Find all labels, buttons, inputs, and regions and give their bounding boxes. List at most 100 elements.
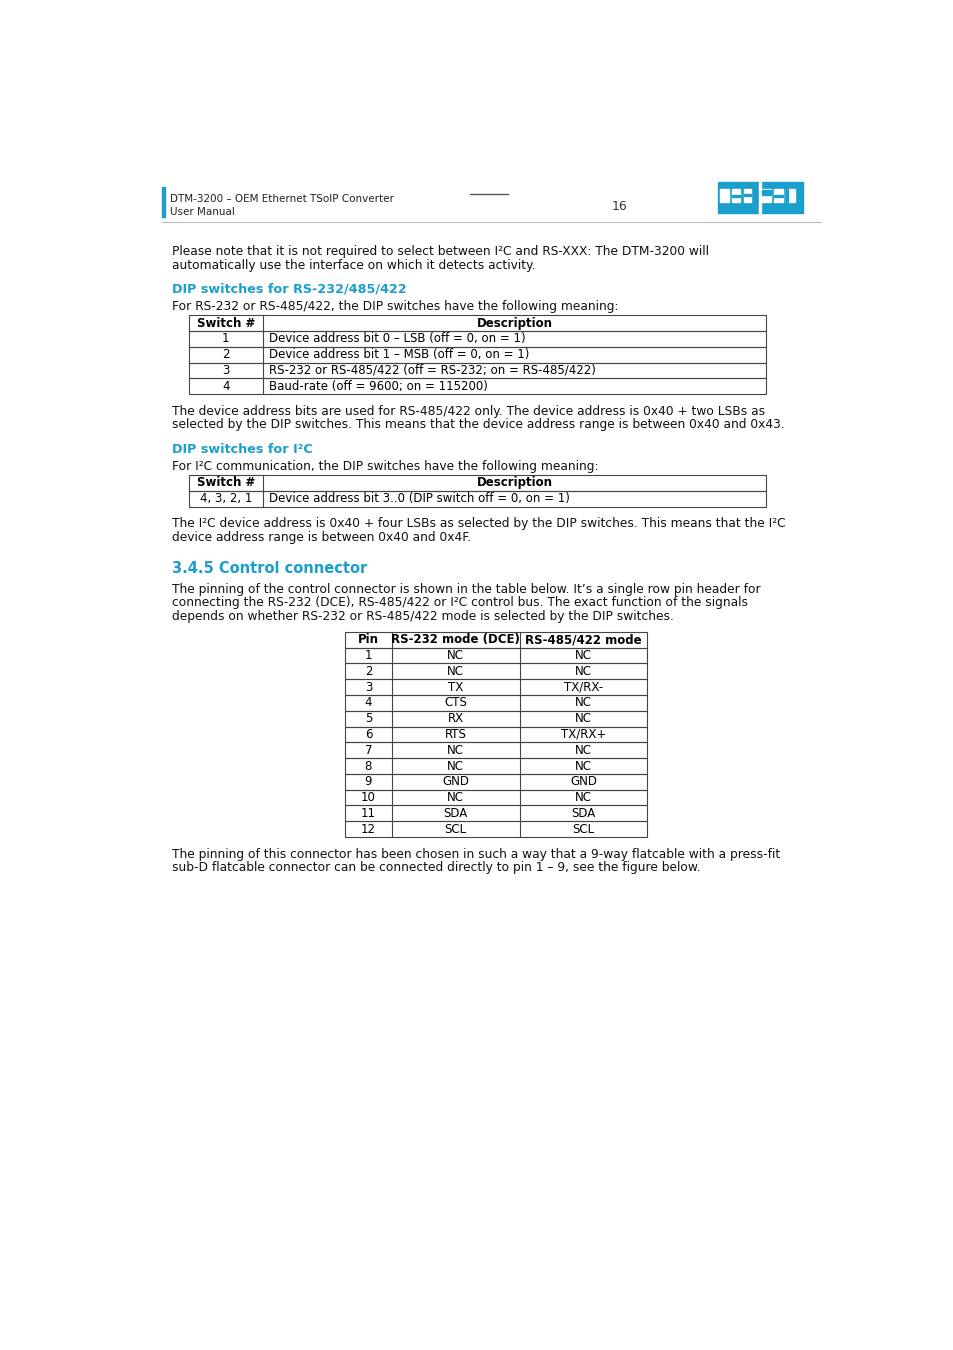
Bar (189, 475, 765, 491)
Text: sub-D flatcable connector can be connected directly to pin 1 – 9, see the figure: sub-D flatcable connector can be connect… (172, 861, 700, 875)
Text: User Manual: User Manual (170, 207, 234, 216)
Text: Switch #: Switch # (196, 477, 254, 490)
Bar (345, 695, 647, 711)
Text: 9: 9 (364, 775, 372, 788)
Bar (189, 316, 765, 331)
Text: NC: NC (575, 697, 592, 709)
Text: NC: NC (575, 791, 592, 805)
Text: Baud-rate (off = 9600; on = 115200): Baud-rate (off = 9600; on = 115200) (269, 379, 487, 393)
Text: NC: NC (575, 649, 592, 662)
Text: DIP switches for RS-232/485/422: DIP switches for RS-232/485/422 (172, 284, 406, 296)
Bar (731, 189, 740, 202)
Text: 7: 7 (364, 744, 372, 757)
Text: Device address bit 3..0 (DIP switch off = 0, on = 1): Device address bit 3..0 (DIP switch off … (269, 493, 569, 505)
Text: 3: 3 (364, 680, 372, 694)
Text: Please note that it is not required to select between I²C and RS-XXX: The DTM-32: Please note that it is not required to s… (172, 246, 708, 258)
Text: 6: 6 (364, 728, 372, 741)
Text: Switch #: Switch # (196, 317, 254, 329)
Text: For I²C communication, the DIP switches have the following meaning:: For I²C communication, the DIP switches … (172, 460, 598, 474)
Bar (785, 189, 794, 202)
Text: TX: TX (448, 680, 463, 694)
Text: Device address bit 1 – MSB (off = 0, on = 1): Device address bit 1 – MSB (off = 0, on … (269, 348, 529, 362)
Text: device address range is between 0x40 and 0x4F.: device address range is between 0x40 and… (172, 531, 471, 544)
Text: NC: NC (447, 760, 463, 772)
Text: 16: 16 (611, 201, 626, 213)
Bar (759, 182, 760, 213)
Text: CTS: CTS (444, 697, 467, 709)
Bar (345, 790, 647, 806)
Bar (761, 189, 770, 202)
Text: DIP switches for I²C: DIP switches for I²C (172, 443, 313, 456)
Text: 5: 5 (364, 713, 372, 725)
Bar (162, 186, 165, 217)
Text: The I²C device address is 0x40 + four LSBs as selected by the DIP switches. This: The I²C device address is 0x40 + four LS… (172, 517, 784, 531)
Text: automatically use the interface on which it detects activity.: automatically use the interface on which… (172, 259, 535, 271)
Text: NC: NC (447, 744, 463, 757)
Bar (742, 194, 750, 197)
Text: 3.4.5 Control connector: 3.4.5 Control connector (172, 562, 367, 576)
Text: The device address bits are used for RS-485/422 only. The device address is 0x40: The device address bits are used for RS-… (172, 405, 764, 418)
Text: Description: Description (476, 477, 552, 490)
Text: 3: 3 (222, 364, 230, 377)
Text: RS-232 or RS-485/422 (off = RS-232; on = RS-485/422): RS-232 or RS-485/422 (off = RS-232; on =… (269, 364, 595, 377)
Bar (345, 632, 647, 648)
Bar (189, 491, 765, 506)
Text: The pinning of this connector has been chosen in such a way that a 9-way flatcab: The pinning of this connector has been c… (172, 848, 780, 861)
Bar (345, 774, 647, 790)
Text: NC: NC (447, 791, 463, 805)
Text: RX: RX (447, 713, 463, 725)
Text: SDA: SDA (571, 807, 595, 819)
Text: 2: 2 (364, 664, 372, 678)
Text: 1: 1 (222, 332, 230, 346)
Text: The pinning of the control connector is shown in the table below. It’s a single : The pinning of the control connector is … (172, 583, 760, 595)
Text: 12: 12 (360, 822, 375, 836)
Bar (761, 190, 770, 194)
Text: GND: GND (569, 775, 597, 788)
Text: RS-232 mode (DCE): RS-232 mode (DCE) (391, 633, 519, 647)
Bar (345, 648, 647, 663)
Text: depends on whether RS-232 or RS-485/422 mode is selected by the DIP switches.: depends on whether RS-232 or RS-485/422 … (172, 610, 673, 622)
Bar (345, 759, 647, 774)
Text: For RS-232 or RS-485/422, the DIP switches have the following meaning:: For RS-232 or RS-485/422, the DIP switch… (172, 301, 618, 313)
Text: 8: 8 (364, 760, 372, 772)
Text: NC: NC (575, 713, 592, 725)
Text: NC: NC (447, 664, 463, 678)
Text: SCL: SCL (444, 822, 466, 836)
Text: SCL: SCL (572, 822, 594, 836)
Bar (719, 189, 728, 202)
Text: NC: NC (447, 649, 463, 662)
Bar (189, 347, 765, 363)
Text: selected by the DIP switches. This means that the device address range is betwee: selected by the DIP switches. This means… (172, 418, 784, 432)
Text: TX/RX-: TX/RX- (563, 680, 602, 694)
Text: RS-485/422 mode: RS-485/422 mode (524, 633, 641, 647)
Bar (189, 378, 765, 394)
Text: 4: 4 (222, 379, 230, 393)
Text: RTS: RTS (444, 728, 466, 741)
Bar (774, 194, 782, 197)
Bar (785, 189, 787, 202)
Text: 10: 10 (360, 791, 375, 805)
Text: Pin: Pin (357, 633, 378, 647)
Bar (189, 363, 765, 378)
Text: 4, 3, 2, 1: 4, 3, 2, 1 (199, 493, 252, 505)
Text: Device address bit 0 – LSB (off = 0, on = 1): Device address bit 0 – LSB (off = 0, on … (269, 332, 525, 346)
Bar (345, 711, 647, 726)
Text: NC: NC (575, 664, 592, 678)
Text: connecting the RS-232 (DCE), RS-485/422 or I²C control bus. The exact function o: connecting the RS-232 (DCE), RS-485/422 … (172, 597, 747, 609)
Text: NC: NC (575, 744, 592, 757)
Text: GND: GND (441, 775, 469, 788)
Text: TX/RX+: TX/RX+ (560, 728, 605, 741)
Text: SDA: SDA (443, 807, 467, 819)
Text: Description: Description (476, 317, 552, 329)
Text: 2: 2 (222, 348, 230, 362)
Bar (345, 663, 647, 679)
Bar (345, 821, 647, 837)
Text: 11: 11 (360, 807, 375, 819)
Bar (345, 806, 647, 821)
Text: 4: 4 (364, 697, 372, 709)
Bar (742, 189, 750, 202)
Bar (189, 331, 765, 347)
Bar (345, 726, 647, 743)
Bar (345, 743, 647, 759)
Text: NC: NC (575, 760, 592, 772)
